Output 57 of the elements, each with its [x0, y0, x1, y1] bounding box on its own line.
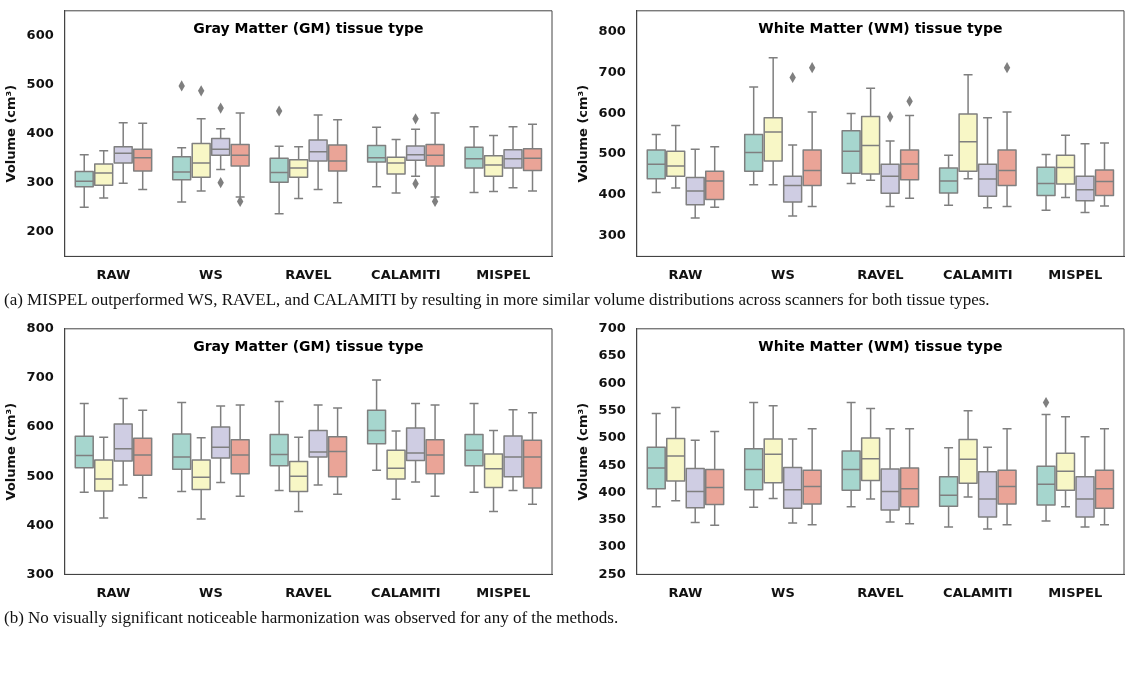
y-tick-label: 550 — [598, 402, 626, 418]
x-tick-label: MISPEL — [1048, 266, 1103, 282]
x-tick-label: CALAMITI — [943, 266, 1013, 282]
x-tick-label: MISPEL — [476, 266, 531, 282]
x-tick-label: RAVEL — [857, 584, 904, 600]
x-tick-label: CALAMITI — [371, 584, 441, 600]
y-tick-label: 300 — [598, 538, 626, 554]
text: Gray Matter (GM) tissue type — [193, 20, 424, 37]
y-tick-label: 500 — [598, 145, 626, 161]
y-tick-label: 300 — [26, 174, 54, 190]
text: (a) MISPEL outperformed WS, RAVEL, and CALAMITI by resulting in more similar volume distributions across scanners for both tissue types. — [3, 289, 991, 311]
y-tick-label: 700 — [26, 369, 54, 385]
x-tick-label: MISPEL — [1048, 584, 1103, 600]
x-tick-label: RAW — [668, 266, 703, 282]
y-tick-label: 400 — [26, 517, 54, 533]
y-tick-label: 400 — [598, 484, 626, 500]
text: White Matter (WM) tissue type — [758, 20, 1003, 37]
x-tick-label: RAW — [96, 266, 131, 282]
y-tick-label: 500 — [598, 429, 626, 445]
y-tick-label: 200 — [26, 223, 54, 239]
y-tick-label: 800 — [598, 22, 626, 38]
y-tick-label: 400 — [598, 186, 626, 202]
y-tick-label: 500 — [26, 75, 54, 91]
x-tick-label: WS — [771, 266, 795, 282]
y-tick-label: 450 — [598, 457, 626, 473]
y-tick-label: 700 — [598, 320, 626, 336]
y-axis-title: Volume (cm³) — [575, 403, 591, 501]
text: White Matter (WM) tissue type — [758, 338, 1003, 355]
x-tick-label: RAVEL — [857, 266, 904, 282]
y-tick-label: 400 — [26, 124, 54, 140]
y-tick-label: 600 — [26, 418, 54, 434]
x-tick-label: CALAMITI — [371, 266, 441, 282]
x-tick-label: RAVEL — [285, 584, 332, 600]
text: (b) No visually significant noticeable harmonization was observed for any of the methods. — [3, 607, 620, 630]
y-axis-title: Volume (cm³) — [3, 84, 19, 183]
x-tick-label: RAVEL — [285, 266, 332, 282]
y-tick-label: 300 — [26, 566, 54, 582]
text: Gray Matter (GM) tissue type — [193, 338, 424, 355]
x-tick-label: RAW — [668, 584, 703, 600]
y-tick-label: 600 — [598, 104, 626, 120]
y-tick-label: 500 — [26, 467, 54, 483]
y-tick-label: 300 — [598, 227, 626, 243]
y-axis-title: Volume (cm³) — [575, 84, 591, 183]
x-tick-label: WS — [199, 266, 223, 282]
y-tick-label: 650 — [598, 347, 626, 363]
y-tick-label: 600 — [598, 375, 626, 391]
y-tick-label: 800 — [26, 320, 54, 336]
y-axis-title: Volume (cm³) — [3, 403, 19, 501]
y-tick-label: 350 — [598, 511, 626, 527]
y-tick-label: 600 — [26, 26, 54, 42]
x-tick-label: WS — [771, 584, 795, 600]
x-tick-label: MISPEL — [476, 584, 531, 600]
y-tick-label: 250 — [598, 566, 626, 582]
x-tick-label: WS — [199, 584, 223, 600]
x-tick-label: RAW — [96, 584, 131, 600]
x-tick-label: CALAMITI — [943, 584, 1013, 600]
y-tick-label: 700 — [598, 63, 626, 79]
